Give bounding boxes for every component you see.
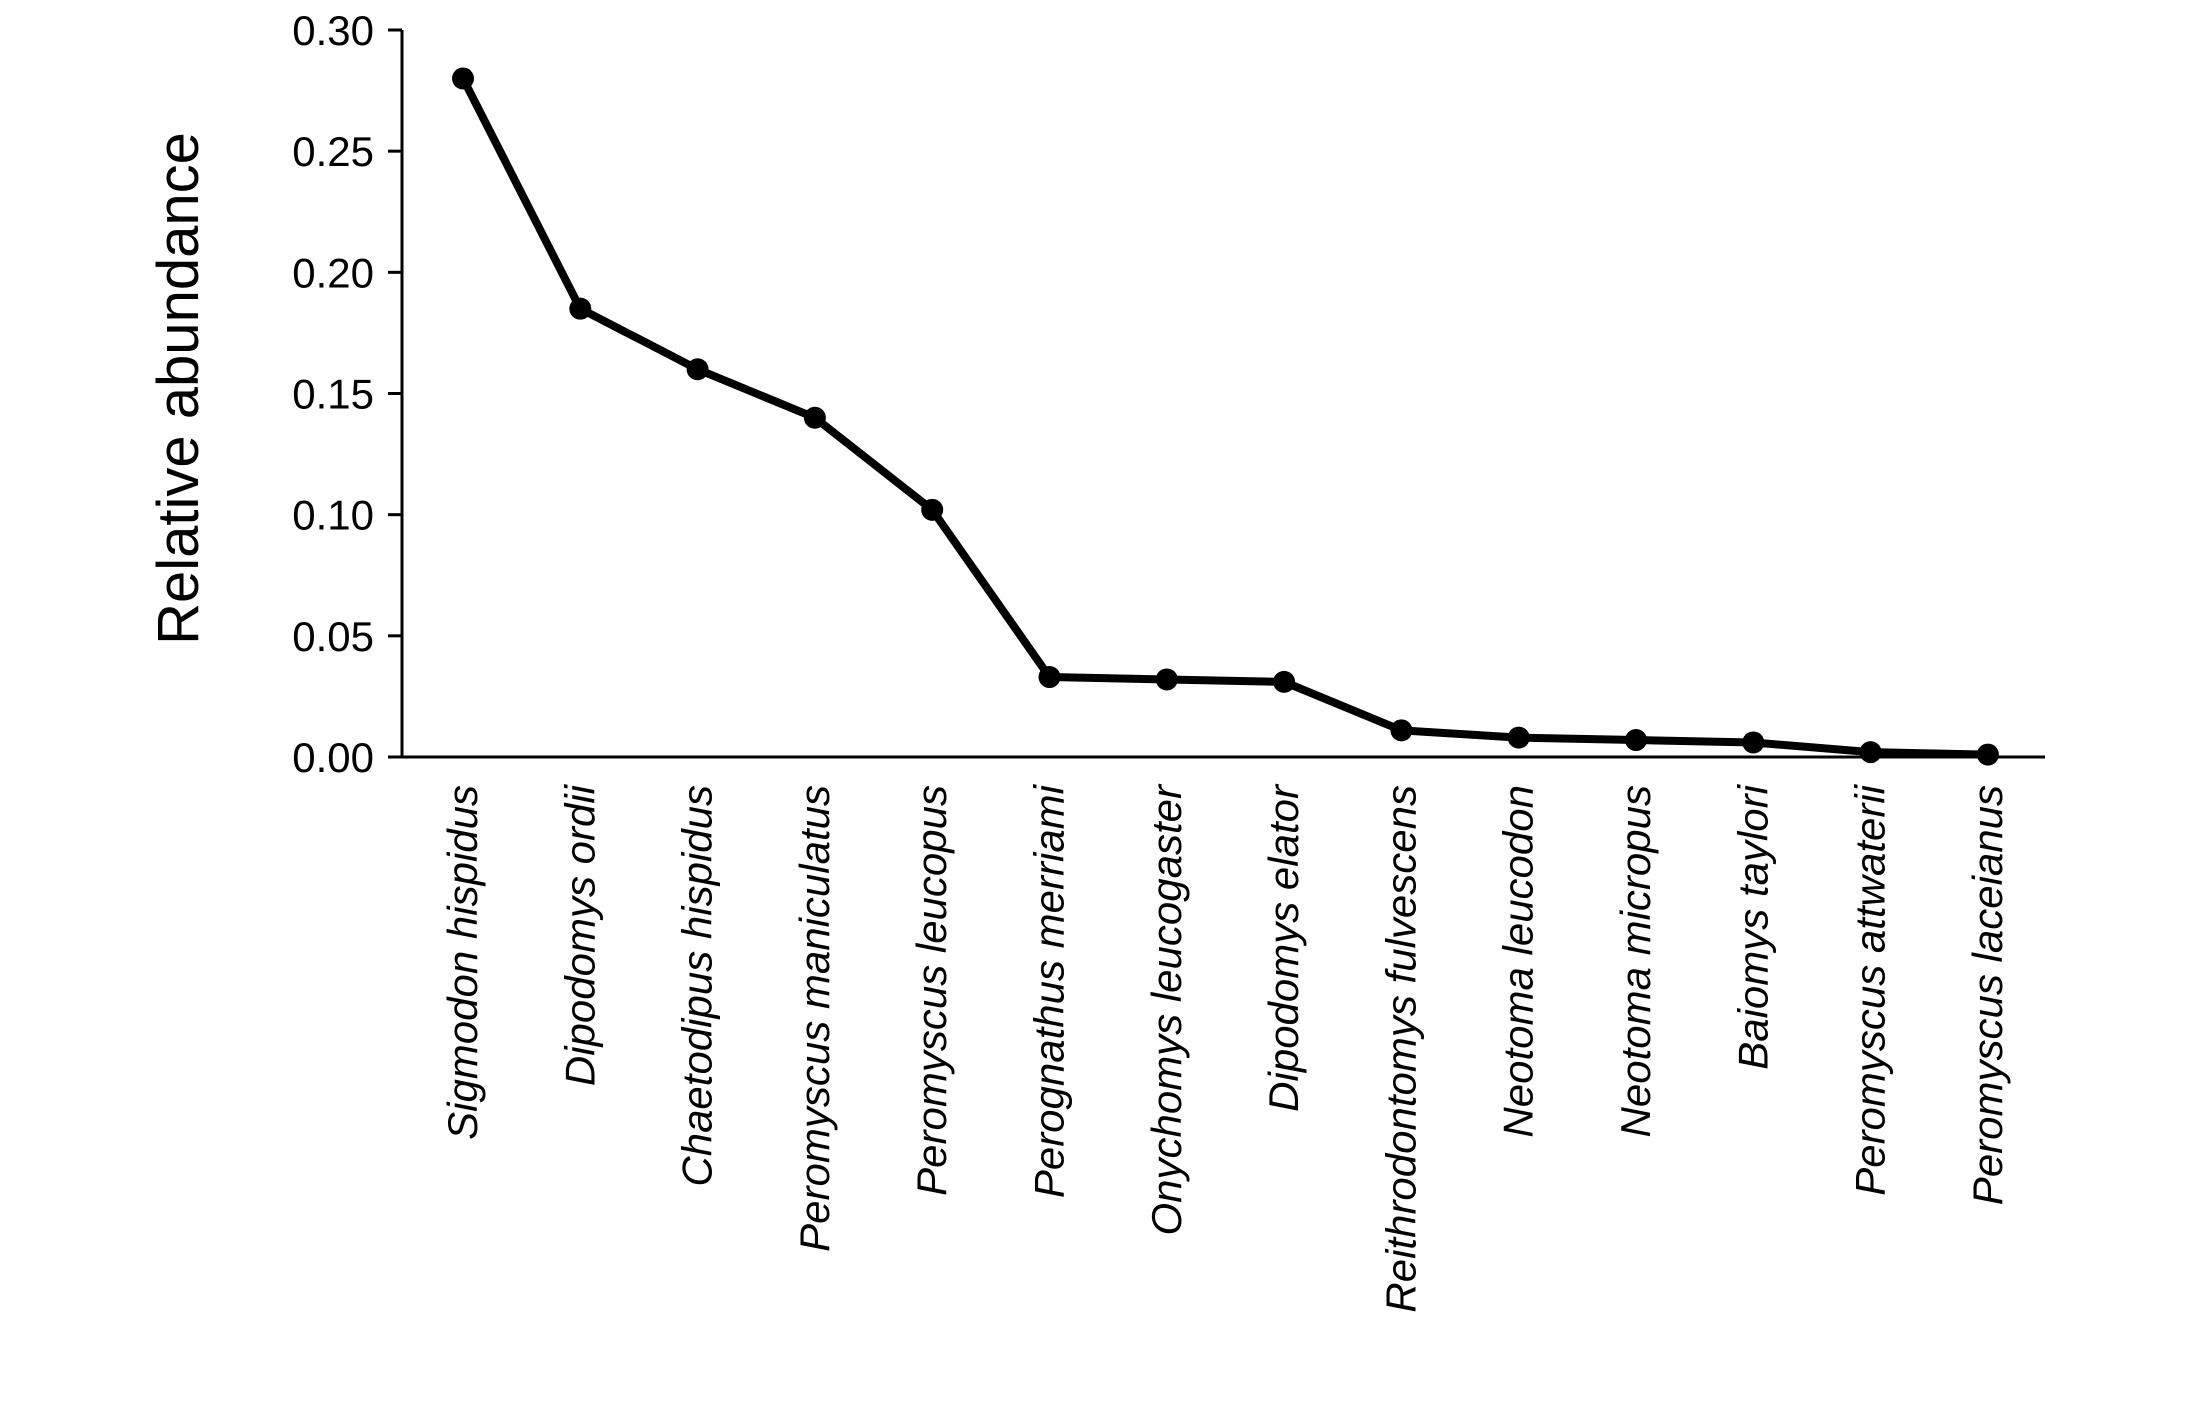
x-tick-label: Dipodomys elator: [1260, 783, 1307, 1112]
data-point: [1976, 743, 1999, 766]
x-tick-label: Sigmodon hispidus: [439, 785, 486, 1140]
y-axis: 0.00 0.05 0.10 0.15 0.20 0.25 0.30: [292, 7, 404, 781]
y-tick-label: 0.15: [292, 371, 374, 418]
data-point: [569, 297, 592, 320]
data-point: [686, 358, 709, 381]
x-tick-label: Peromyscus maniculatus: [791, 785, 838, 1252]
y-tick-label: 0.00: [292, 734, 374, 781]
y-tick-label: 0.05: [292, 613, 374, 660]
x-tick-label: Perognathus merriami: [1026, 783, 1073, 1198]
data-point: [1507, 726, 1530, 749]
x-tick-label: Peromyscus leucopus: [908, 785, 955, 1196]
x-tick-label: Chaetodipus hispidus: [674, 785, 721, 1187]
data-point: [803, 406, 826, 429]
x-tick-label: Baiomys taylori: [1729, 783, 1776, 1069]
data-point: [921, 498, 944, 521]
x-tick-label: Onychomys leucogaster: [1143, 783, 1190, 1236]
data-point: [1625, 729, 1647, 752]
y-tick-label: 0.10: [292, 492, 374, 539]
x-tick-label: Peromyscus attwaterii: [1847, 783, 1894, 1195]
x-tick-label: Neotoma leucodon: [1495, 785, 1542, 1138]
y-tick-label: 0.25: [292, 128, 374, 175]
data-point: [1038, 666, 1061, 689]
series-relative-abundance: [452, 67, 1999, 766]
y-tick-label: 0.20: [292, 249, 374, 296]
series-line: [459, 76, 1988, 759]
x-tick-label: Dipodomys ordii: [556, 783, 603, 1086]
data-point: [1859, 741, 1882, 764]
x-axis: Sigmodon hispidus Dipodomys ordii Chaetodi…: [402, 755, 2045, 1313]
data-point: [1390, 719, 1413, 742]
x-tick-label: Peromyscus laceianus: [1964, 785, 2011, 1205]
y-tick-label: 0.30: [292, 7, 374, 54]
data-point: [1273, 670, 1296, 693]
x-tick-label: Reithrodontomys fulvescens: [1377, 785, 1424, 1313]
data-point: [1742, 731, 1765, 754]
x-tick-label: Neotoma micropus: [1612, 785, 1659, 1137]
y-axis-title: Relative abundance: [146, 132, 211, 645]
data-point: [1155, 668, 1178, 691]
data-point: [452, 67, 474, 90]
